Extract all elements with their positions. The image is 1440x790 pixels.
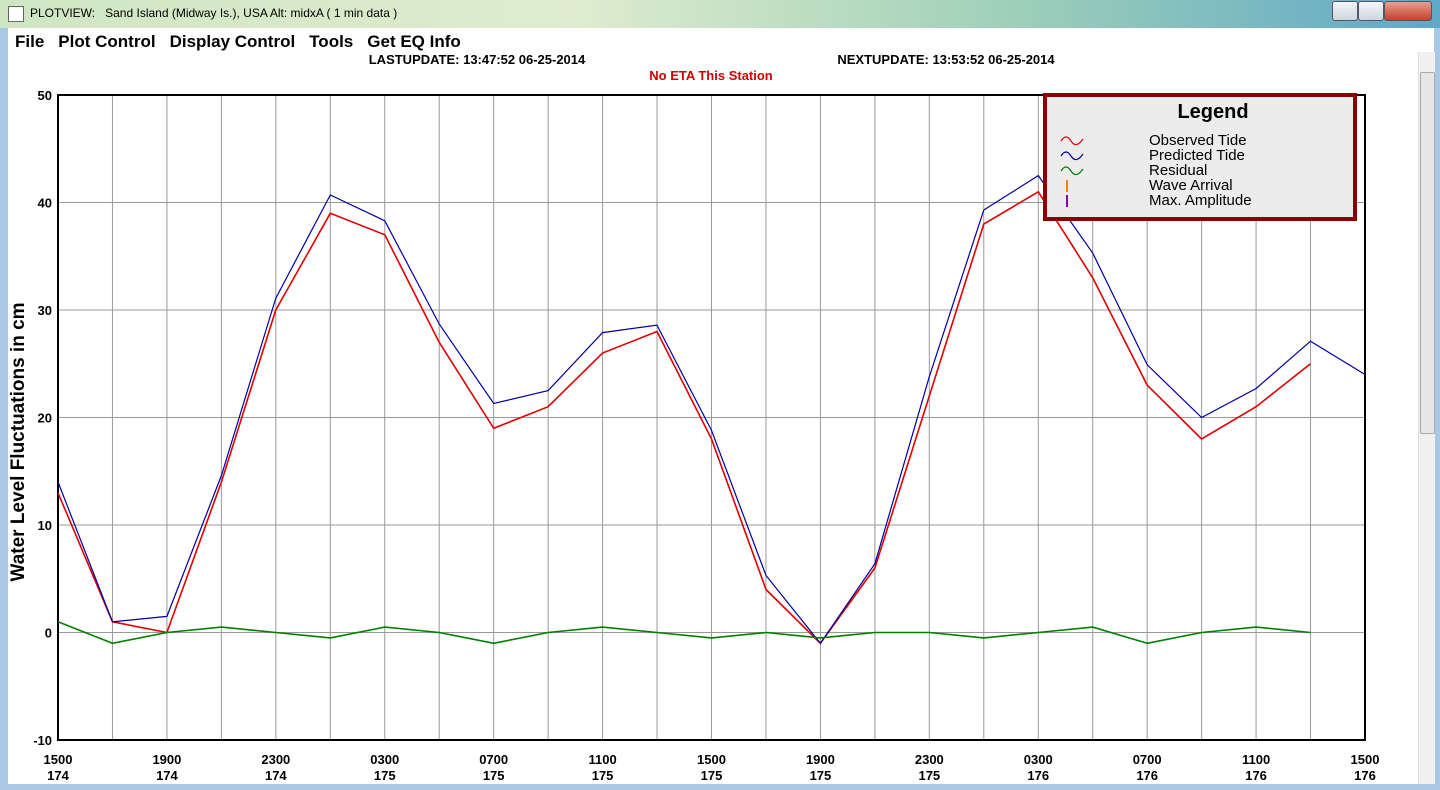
eta-note: No ETA This Station: [649, 68, 773, 83]
legend-swatch: [1060, 166, 1084, 176]
x-tick-day: 175: [592, 768, 614, 783]
x-tick-label: 1500: [1351, 752, 1380, 767]
chart: LASTUPDATE: 13:47:52 06-25-2014 NEXTUPDA…: [8, 52, 1380, 783]
menu-item[interactable]: File: [15, 32, 45, 51]
legend-swatch: [1060, 136, 1084, 146]
window-title: PLOTVIEW: Sand Island (Midway Is.), USA …: [30, 6, 398, 20]
x-tick-day: 176: [1027, 768, 1049, 783]
x-tick-label: 0300: [1024, 752, 1053, 767]
series-line: [57, 621, 1311, 645]
x-tick-label: 0300: [370, 752, 399, 767]
x-tick-label: 1900: [806, 752, 835, 767]
legend-label: Wave Arrival: [1149, 177, 1233, 194]
x-tick-label: 2300: [261, 752, 290, 767]
next-update: NEXTUPDATE: 13:53:52 06-25-2014: [837, 52, 1055, 67]
last-update: LASTUPDATE: 13:47:52 06-25-2014: [369, 52, 586, 67]
legend-label: Max. Amplitude: [1149, 192, 1252, 209]
x-tick-label: 1500: [44, 752, 73, 767]
x-tick-label: 1500: [697, 752, 726, 767]
x-tick-day: 175: [918, 768, 940, 783]
x-tick-label: 1100: [588, 752, 616, 767]
x-tick-label: 1900: [152, 752, 181, 767]
y-tick-label: 40: [38, 196, 52, 211]
x-tick-day: 176: [1136, 768, 1158, 783]
x-tick-day: 175: [483, 768, 505, 783]
menu-item[interactable]: Display Control: [169, 32, 296, 51]
scroll-thumb[interactable]: [1420, 72, 1435, 434]
title-bar: PLOTVIEW: Sand Island (Midway Is.), USA …: [0, 0, 1440, 28]
x-tick-day: 176: [1354, 768, 1376, 783]
series-line: [57, 190, 1311, 645]
x-tick-label: 2300: [915, 752, 944, 767]
legend-label: Observed Tide: [1149, 132, 1247, 149]
plot-frame: [57, 94, 1366, 741]
x-tick-day: 174: [47, 768, 69, 783]
menu-item[interactable]: Plot Control: [58, 32, 156, 51]
minimize-button[interactable]: [1332, 1, 1358, 21]
legend-label: Residual: [1149, 162, 1207, 179]
series-line: [57, 174, 1366, 645]
y-tick-label: -10: [33, 733, 52, 748]
y-tick-label: 50: [38, 88, 52, 103]
x-tick-label: 0700: [479, 752, 508, 767]
legend-box: [1043, 93, 1357, 221]
x-tick-day: 175: [810, 768, 832, 783]
x-tick-day: 174: [265, 768, 287, 783]
legend-label: Predicted Tide: [1149, 147, 1245, 164]
app-icon: [8, 6, 24, 22]
y-tick-label: 30: [38, 303, 52, 318]
y-axis-label: Water Level Fluctuations in cm: [8, 302, 29, 581]
x-tick-day: 175: [374, 768, 396, 783]
x-tick-day: 174: [156, 768, 178, 783]
y-tick-label: 10: [38, 518, 52, 533]
legend-swatch: [1060, 151, 1084, 161]
x-tick-day: 175: [701, 768, 723, 783]
y-tick-label: 0: [45, 626, 52, 641]
menu-bar: File Plot Control Display Control Tools …: [8, 30, 468, 52]
y-tick-label: 20: [38, 411, 52, 426]
maximize-button[interactable]: [1358, 1, 1384, 21]
menu-item[interactable]: Get EQ Info: [367, 32, 461, 51]
close-button[interactable]: [1384, 1, 1432, 21]
menu-item[interactable]: Tools: [309, 32, 354, 51]
x-tick-day: 176: [1245, 768, 1267, 783]
scrollbar[interactable]: [1418, 52, 1435, 784]
x-tick-label: 0700: [1133, 752, 1162, 767]
x-tick-label: 1100: [1242, 752, 1270, 767]
legend-title: Legend: [1177, 101, 1248, 123]
